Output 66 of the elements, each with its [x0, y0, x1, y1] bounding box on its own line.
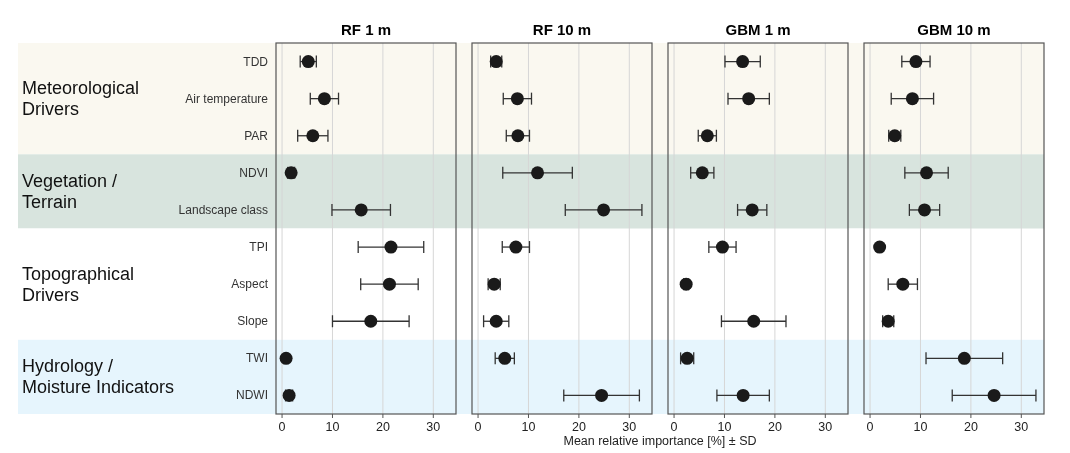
x-tick-label: 10 [717, 420, 732, 434]
chart-title: GBM 1 m [725, 21, 791, 38]
point [489, 314, 503, 328]
y-tick-label: TWI [246, 351, 268, 366]
x-tick-label: 10 [913, 420, 928, 434]
x-tick-label: 0 [670, 420, 678, 434]
band-label: Topographical Drivers [22, 263, 135, 305]
x-tick-label: 30 [818, 420, 833, 434]
chart-title: GBM 10 m [917, 21, 991, 38]
y-tick-label: TDD [243, 54, 269, 69]
point [317, 92, 331, 106]
point [531, 166, 545, 180]
point [511, 129, 525, 143]
y-tick-label: Air temperature [185, 91, 269, 106]
x-tick-label: 10 [521, 420, 536, 434]
point [715, 240, 729, 254]
band-label: Hydrology / Moisture Indicators [22, 356, 175, 398]
point [510, 92, 524, 106]
x-tick-label: 10 [325, 420, 340, 434]
x-tick-label: 20 [767, 420, 782, 434]
point [736, 55, 750, 69]
point [498, 351, 512, 365]
point [279, 351, 293, 365]
y-tick-label: NDWI [236, 388, 268, 403]
point [918, 203, 931, 217]
x-tick-label: 20 [375, 420, 390, 434]
band-label: Meteorological Drivers [22, 78, 140, 120]
point [354, 203, 368, 217]
x-axis-title: Mean relative importance [%] ± SD [563, 434, 757, 448]
y-tick-label: Aspect [231, 277, 269, 292]
x-tick-label: 30 [1014, 420, 1029, 434]
point [920, 166, 934, 180]
y-tick-label: NDVI [239, 165, 268, 180]
y-tick-label: TPI [249, 240, 268, 255]
point [742, 92, 756, 106]
x-tick-label: 20 [571, 420, 586, 434]
point [896, 277, 910, 291]
chart-title: RF 1 m [340, 21, 392, 38]
point [747, 314, 761, 328]
point [745, 203, 759, 217]
point [736, 388, 750, 402]
x-tick-label: 0 [278, 420, 286, 434]
y-tick-label: Slope [237, 314, 269, 329]
x-tick-label: 0 [866, 420, 874, 434]
point [909, 55, 923, 69]
point [364, 314, 378, 328]
point [509, 240, 523, 254]
point [987, 388, 1001, 402]
x-tick-label: 30 [622, 420, 637, 434]
x-tick-label: 20 [963, 420, 978, 434]
y-tick-label: PAR [244, 128, 269, 143]
point [700, 129, 714, 143]
x-tick-label: 0 [474, 420, 482, 434]
point [382, 277, 396, 291]
point [595, 388, 609, 402]
point [306, 129, 320, 143]
chart-title: RF 10 m [532, 21, 592, 38]
x-tick-label: 30 [426, 420, 441, 434]
point [384, 240, 398, 254]
point [905, 92, 919, 106]
point [957, 351, 971, 365]
y-tick-label: Landscape class [178, 202, 268, 217]
point [695, 166, 709, 180]
band-label: Vegetation / Terrain [22, 170, 118, 212]
point [597, 203, 611, 217]
point [873, 240, 887, 254]
